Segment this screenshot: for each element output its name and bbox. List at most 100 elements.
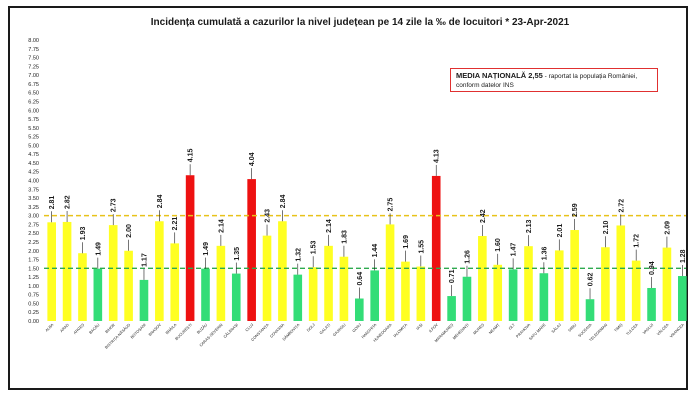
value-label: 0.64 (357, 272, 364, 286)
y-tick-label: 8.00 (28, 38, 39, 44)
category-label: OLT (508, 322, 516, 330)
value-label: 2.01 (557, 224, 564, 238)
bar (585, 299, 595, 321)
bar (262, 235, 272, 321)
bar (308, 267, 318, 321)
bar (355, 298, 364, 321)
chart-frame (8, 6, 688, 390)
bar (401, 261, 410, 321)
bar (124, 250, 133, 321)
bar (278, 221, 287, 321)
bar (62, 221, 72, 321)
value-label: 1.36 (541, 246, 548, 260)
bar (416, 266, 426, 321)
value-label: 1.44 (372, 244, 379, 258)
value-label: 2.73 (111, 198, 118, 212)
y-tick-label: 3.50 (28, 196, 39, 202)
category-label: BRAȘOV (148, 323, 162, 337)
value-label: 2.84 (280, 195, 287, 209)
value-label: 0.71 (449, 269, 456, 283)
category-label: BIHOR (105, 323, 117, 335)
value-label: 2.09 (664, 221, 671, 235)
category-label: CLUJ (245, 323, 255, 333)
bar (616, 225, 626, 321)
value-label: 2.59 (572, 203, 579, 217)
y-tick-label: 7.50 (28, 56, 39, 62)
bar (155, 221, 164, 321)
y-tick-label: 0.75 (28, 293, 39, 299)
y-tick-label: 3.25 (28, 205, 39, 211)
y-tick-label: 6.75 (28, 82, 39, 88)
value-label: 1.17 (141, 253, 148, 267)
y-tick-label: 5.50 (28, 126, 39, 132)
chart-title: Incidența cumulată a cazurilor la nivel … (150, 17, 570, 28)
y-tick-label: 1.50 (28, 266, 39, 272)
y-tick-label: 2.25 (28, 240, 39, 246)
category-label: TIMIȘ (614, 323, 624, 333)
y-tick-label: 6.25 (28, 99, 39, 105)
bar (554, 250, 564, 321)
y-tick-label: 5.00 (28, 143, 39, 149)
value-label: 1.35 (234, 247, 241, 261)
y-tick-label: 1.75 (28, 258, 39, 264)
national-average-desc-2: conform datelor INS (456, 82, 514, 89)
value-label: 1.55 (418, 240, 425, 254)
bar (447, 296, 456, 321)
value-label: 2.21 (172, 217, 179, 231)
value-label: 1.49 (203, 242, 210, 256)
bar (108, 225, 118, 321)
value-label: 0.62 (588, 272, 595, 286)
category-label: VASLUI (642, 323, 654, 335)
y-tick-label: 5.25 (28, 135, 39, 141)
y-tick-label: 0.25 (28, 310, 39, 316)
y-tick-label: 2.00 (28, 249, 39, 255)
y-tick-label: 7.25 (28, 64, 39, 70)
category-label: BRĂILA (165, 323, 178, 336)
value-label: 4.13 (434, 149, 441, 163)
value-label: 1.32 (295, 248, 302, 262)
category-label: BUZĂU (196, 323, 208, 335)
value-label: 2.13 (526, 219, 533, 233)
bar (478, 235, 487, 321)
y-tick-label: 1.00 (28, 284, 39, 290)
category-label: IAȘI (416, 323, 424, 331)
value-label: 2.81 (49, 196, 56, 210)
value-label: 2.00 (126, 224, 133, 238)
bar (462, 276, 472, 321)
category-label: DOLJ (306, 323, 316, 333)
bar (678, 276, 687, 321)
bar (385, 224, 395, 321)
value-label: 1.49 (95, 242, 102, 256)
category-label: ARAD (59, 323, 69, 333)
y-tick-label: 2.50 (28, 231, 39, 237)
y-tick-label: 6.50 (28, 91, 39, 97)
value-label: 1.60 (495, 238, 502, 252)
category-label: SUCEAVA (577, 323, 593, 339)
bar (431, 175, 441, 321)
y-tick-label: 4.25 (28, 170, 39, 176)
category-label: BOTOȘANI (130, 323, 147, 340)
bar (201, 268, 210, 321)
bar (293, 274, 303, 321)
bar (93, 268, 103, 321)
y-tick-label: 7.00 (28, 73, 39, 79)
value-label: 1.93 (80, 226, 87, 240)
bar (539, 273, 549, 321)
category-label: BACĂU (88, 323, 100, 335)
value-label: 2.14 (326, 219, 333, 233)
value-label: 4.04 (249, 152, 256, 166)
y-tick-label: 1.25 (28, 275, 39, 281)
value-label: 2.84 (157, 195, 164, 209)
category-label: MUREȘ (473, 323, 486, 336)
value-label: 2.75 (388, 198, 395, 212)
bar (231, 273, 241, 321)
bar (139, 279, 149, 321)
value-label: 2.43 (265, 209, 272, 223)
category-label: ALBA (45, 323, 55, 333)
category-label: SĂLAJ (551, 323, 562, 334)
value-label: 1.72 (634, 234, 641, 248)
value-label: 1.53 (311, 241, 318, 255)
bar (508, 269, 518, 321)
bar (662, 247, 672, 321)
